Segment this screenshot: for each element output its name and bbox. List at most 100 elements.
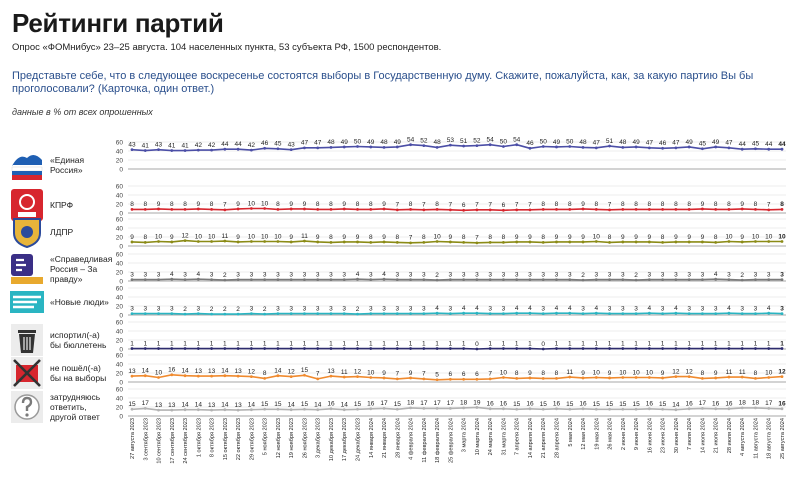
data-label: 7 xyxy=(488,202,492,209)
data-point xyxy=(289,312,293,316)
data-label: 4 xyxy=(382,271,386,278)
data-label: 48 xyxy=(433,139,441,146)
data-point xyxy=(382,312,386,316)
data-point xyxy=(210,208,213,211)
data-point xyxy=(210,278,213,282)
data-point xyxy=(303,373,306,377)
data-label: 3 xyxy=(289,271,293,278)
data-label: 10 xyxy=(646,369,654,376)
data-point xyxy=(236,240,240,244)
data-label: 46 xyxy=(526,140,534,147)
data-label: 4 xyxy=(475,305,479,312)
data-point xyxy=(701,278,704,282)
data-point xyxy=(448,406,452,410)
survey-subtitle: Опрос «ФОМнибус» 23–25 августа. 104 насе… xyxy=(12,42,442,53)
data-label: 18 xyxy=(752,400,760,407)
data-label: 9 xyxy=(449,234,453,241)
data-point xyxy=(196,312,200,316)
data-label: 1 xyxy=(183,340,187,347)
data-label: 4 xyxy=(435,305,439,312)
data-label: 48 xyxy=(579,139,587,146)
data-label: 1 xyxy=(356,340,360,347)
data-label: 2 xyxy=(210,306,214,313)
data-label: 9 xyxy=(316,234,320,241)
data-point xyxy=(170,240,174,244)
party-row-united-russia: «Единая Россия» xyxy=(6,140,106,190)
data-point xyxy=(236,374,240,378)
data-point xyxy=(249,278,253,282)
data-point xyxy=(502,376,505,379)
data-label: 1 xyxy=(621,340,625,347)
data-label: 54 xyxy=(407,137,415,144)
y-tick-label: 0 xyxy=(119,380,123,387)
data-label: 1 xyxy=(488,340,492,347)
y-tick-label: 60 xyxy=(116,387,124,394)
data-label: 3 xyxy=(303,271,307,278)
data-point xyxy=(568,375,572,379)
data-point xyxy=(303,407,306,411)
y-tick-label: 40 xyxy=(116,295,124,302)
data-point xyxy=(541,407,545,411)
data-label: 3 xyxy=(210,271,214,278)
data-point xyxy=(528,208,532,212)
data-label: 1 xyxy=(289,340,293,347)
data-point xyxy=(488,377,492,381)
data-point xyxy=(767,240,771,243)
data-label: 41 xyxy=(142,142,150,149)
data-point xyxy=(714,312,718,316)
data-point xyxy=(210,240,213,243)
data-label: 14 xyxy=(274,368,282,375)
y-tick-label: 0 xyxy=(119,313,123,320)
data-label: 10 xyxy=(367,369,375,376)
data-label: 1 xyxy=(276,340,280,347)
data-point xyxy=(740,406,744,410)
y-tick-label: 20 xyxy=(116,270,124,277)
data-point xyxy=(356,208,359,211)
data-point xyxy=(223,347,227,350)
data-point xyxy=(634,347,638,350)
data-label: 9 xyxy=(740,234,744,241)
x-tick-label: 18 августа 2024 xyxy=(767,418,773,459)
x-tick-label: 17 сентября 2023 xyxy=(170,418,176,464)
data-label: 2 xyxy=(581,272,585,279)
data-point xyxy=(356,277,359,281)
data-point xyxy=(263,377,267,380)
x-tick-label: 26 ноября 2023 xyxy=(302,418,308,458)
data-label: 3 xyxy=(329,271,333,278)
data-point xyxy=(502,278,505,282)
data-point xyxy=(316,240,320,244)
data-point xyxy=(528,146,532,150)
data-label: 8 xyxy=(648,201,652,208)
data-point xyxy=(249,148,253,152)
data-label: 4 xyxy=(356,271,360,278)
data-label: 14 xyxy=(221,402,229,409)
data-point xyxy=(303,239,306,243)
data-label: 1 xyxy=(740,340,744,347)
data-point xyxy=(170,347,174,350)
data-label: 17 xyxy=(699,400,707,407)
x-tick-label: 30 июня 2024 xyxy=(674,418,680,453)
data-label: 47 xyxy=(314,140,322,147)
data-point xyxy=(276,347,280,350)
data-point xyxy=(157,408,160,412)
data-point xyxy=(329,312,333,316)
data-point xyxy=(502,208,505,212)
data-point xyxy=(329,374,333,378)
data-label: 3 xyxy=(342,305,346,312)
data-point xyxy=(170,373,174,377)
data-point xyxy=(395,407,399,411)
y-tick-label: 20 xyxy=(116,371,124,378)
data-label: 9 xyxy=(701,234,705,241)
data-label: 12 xyxy=(686,368,694,375)
data-label: 3 xyxy=(409,271,413,278)
data-label: 11 xyxy=(739,369,746,376)
kprf-logo xyxy=(10,188,44,222)
series-line xyxy=(131,406,783,411)
data-point xyxy=(634,278,638,282)
data-point xyxy=(634,240,638,244)
data-label: 3 xyxy=(409,305,413,312)
data-point xyxy=(382,347,386,350)
data-label: 49 xyxy=(394,139,402,146)
data-point xyxy=(409,143,412,147)
units-note: данные в % от всех опрошенных xyxy=(12,107,153,117)
